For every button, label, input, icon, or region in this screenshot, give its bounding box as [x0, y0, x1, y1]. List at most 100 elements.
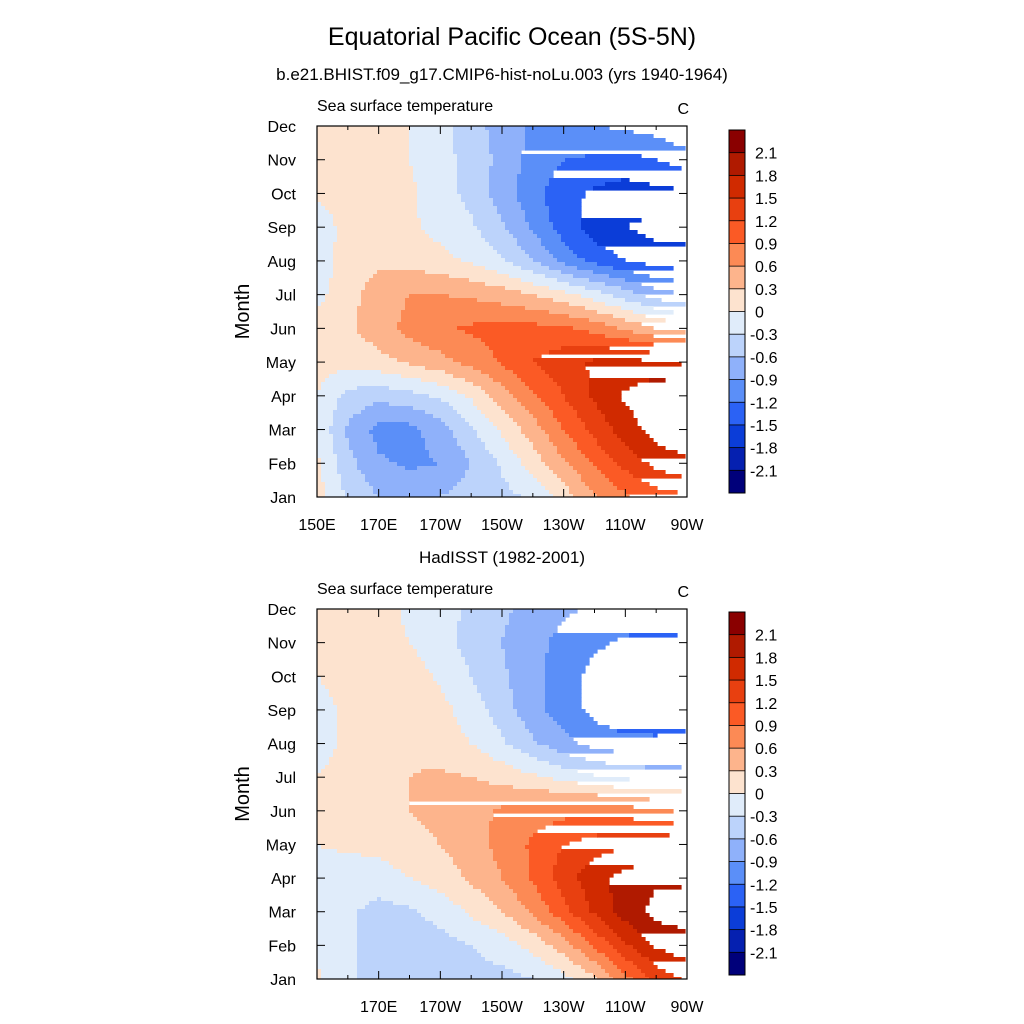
- colorbar-swatch: [729, 634, 745, 658]
- colorbar-label: -1.5: [750, 900, 778, 917]
- colorbar-swatch: [729, 266, 745, 290]
- xtick-label: 170E: [360, 999, 397, 1016]
- units-label: C: [677, 584, 689, 601]
- xtick-label: 110W: [605, 999, 647, 1016]
- ytick-label: Sep: [268, 703, 297, 720]
- xtick-label: 170W: [419, 999, 462, 1016]
- ytick-label: Aug: [268, 737, 296, 754]
- ytick-label: Jan: [270, 972, 296, 989]
- colorbar-label: 2.1: [755, 146, 777, 163]
- xtick-label: 150E: [298, 517, 335, 534]
- colorbar-swatch: [729, 838, 745, 862]
- units-label: C: [677, 101, 689, 118]
- colorbar-swatch: [729, 680, 745, 704]
- colorbar-swatch: [729, 334, 745, 358]
- ytick-label: Dec: [268, 602, 296, 619]
- colorbar-label: -2.1: [750, 945, 778, 962]
- colorbar-swatch: [729, 612, 745, 635]
- colorbar-label: 2.1: [755, 628, 777, 645]
- ytick-label: Nov: [268, 153, 296, 170]
- panel-title: b.e21.BHIST.f09_g17.CMIP6-hist-noLu.003 …: [276, 65, 728, 84]
- ytick-label: Nov: [268, 636, 296, 653]
- colorbar-label: 1.2: [755, 214, 777, 231]
- panel-title: HadISST (1982-2001): [419, 548, 585, 567]
- colorbar-label: -0.6: [750, 832, 778, 849]
- ytick-label: Feb: [268, 938, 296, 955]
- ytick-label: Apr: [271, 389, 297, 406]
- xtick-label: 90W: [671, 517, 705, 534]
- sst-field: [317, 126, 686, 497]
- ytick-label: Jan: [270, 490, 296, 507]
- xtick-label: 130W: [543, 999, 586, 1016]
- colorbar-label: 0: [755, 305, 764, 322]
- colorbar-swatch: [729, 793, 745, 817]
- colorbar-swatch: [729, 748, 745, 772]
- panel-model: b.e21.BHIST.f09_g17.CMIP6-hist-noLu.003 …: [232, 65, 778, 534]
- colorbar-swatch: [729, 130, 745, 153]
- xtick-label: 150W: [481, 517, 524, 534]
- colorbar-label: -1.8: [750, 923, 778, 940]
- colorbar: 2.1 1.8 1.5 1.2 0.9 0.6 0.3 0 -0.3 -0.6 -0.9 -1.2 -1…: [728, 129, 778, 494]
- colorbar-swatch: [729, 470, 745, 494]
- ytick-label: May: [266, 355, 296, 372]
- colorbar-swatch: [729, 906, 745, 930]
- xtick-label: 90W: [671, 999, 705, 1016]
- colorbar-swatch: [729, 424, 745, 448]
- colorbar-swatch: [729, 379, 745, 403]
- ytick-label: Sep: [268, 220, 297, 237]
- colorbar-label: -0.6: [750, 350, 778, 367]
- xtick-label: 170W: [419, 517, 462, 534]
- figure-title: Equatorial Pacific Ocean (5S-5N): [328, 23, 696, 51]
- xtick-label: 110W: [605, 517, 647, 534]
- panel-hadisst: HadISST (1982-2001) Sea surface temperatu…: [232, 548, 778, 1016]
- ytick-label: Feb: [268, 456, 296, 473]
- colorbar-label: 1.8: [755, 650, 777, 667]
- ytick-label: Mar: [268, 905, 296, 922]
- ytick-label: Dec: [268, 119, 296, 136]
- ylabel: Month: [232, 284, 254, 340]
- left-label: Sea surface temperature: [317, 98, 493, 115]
- colorbar-label: 0.6: [755, 741, 777, 758]
- xtick-label: 150W: [481, 999, 524, 1016]
- colorbar-label: 0.9: [755, 718, 777, 735]
- colorbar-swatch: [729, 725, 745, 749]
- colorbar-swatch: [729, 702, 745, 726]
- ylabel: Month: [232, 766, 254, 822]
- colorbar-swatch: [729, 816, 745, 840]
- colorbar-label: 0: [755, 787, 764, 804]
- colorbar-swatch: [729, 243, 745, 267]
- colorbar-label: 0.3: [755, 764, 777, 781]
- colorbar-swatch: [729, 657, 745, 681]
- ytick-label: Apr: [271, 871, 297, 888]
- ytick-label: Aug: [268, 254, 296, 271]
- xtick-label: 170E: [360, 517, 397, 534]
- colorbar-swatch: [729, 198, 745, 222]
- colorbar-label: 1.5: [755, 673, 777, 690]
- colorbar-label: -0.3: [750, 327, 778, 344]
- colorbar-label: 0.9: [755, 236, 777, 253]
- colorbar-label: -1.5: [750, 418, 778, 435]
- colorbar-label: -1.8: [750, 441, 778, 458]
- colorbar-swatch: [729, 884, 745, 908]
- colorbar-label: 1.2: [755, 696, 777, 713]
- ytick-label: Mar: [268, 423, 296, 440]
- ytick-label: Jul: [276, 770, 296, 787]
- colorbar-swatch: [729, 770, 745, 794]
- colorbar-swatch: [729, 152, 745, 176]
- colorbar-label: 1.8: [755, 168, 777, 185]
- left-label: Sea surface temperature: [317, 581, 493, 598]
- colorbar: 2.1 1.8 1.5 1.2 0.9 0.6 0.3 0 -0.3 -0.6 -0.9 -1.2 -1…: [728, 611, 778, 976]
- colorbar-swatch: [729, 311, 745, 335]
- colorbar-label: 0.3: [755, 282, 777, 299]
- colorbar-swatch: [729, 402, 745, 426]
- ytick-label: Jul: [276, 288, 296, 305]
- colorbar-label: 1.5: [755, 191, 777, 208]
- colorbar-label: -1.2: [750, 877, 778, 894]
- sst-field: [317, 609, 686, 979]
- colorbar-swatch: [729, 220, 745, 244]
- colorbar-swatch: [729, 929, 745, 953]
- colorbar-label: -0.9: [750, 373, 778, 390]
- xtick-label: 130W: [543, 517, 586, 534]
- colorbar-label: -2.1: [750, 463, 778, 480]
